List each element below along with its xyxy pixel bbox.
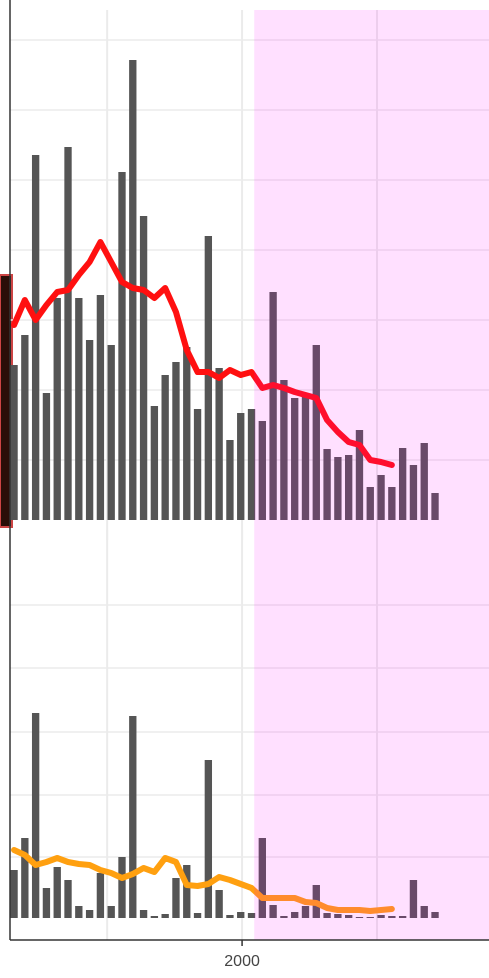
bar <box>85 340 94 520</box>
bar <box>161 375 169 520</box>
bar <box>388 916 396 918</box>
bar <box>150 406 159 520</box>
bar <box>31 155 40 520</box>
bar <box>118 172 126 520</box>
bar <box>377 475 385 520</box>
bar <box>215 368 223 520</box>
bar <box>345 915 353 918</box>
bar <box>377 915 385 918</box>
bar <box>31 713 40 918</box>
bar <box>75 906 83 918</box>
bar <box>96 873 105 918</box>
bar <box>291 912 299 918</box>
bar <box>301 395 310 520</box>
bar <box>118 857 126 918</box>
bar <box>334 914 342 918</box>
bar <box>75 298 83 520</box>
bar <box>291 398 299 520</box>
bar <box>64 147 72 520</box>
bar <box>10 870 18 918</box>
bar <box>301 906 310 918</box>
bar <box>431 493 439 520</box>
bar <box>21 335 29 520</box>
bar <box>161 914 169 918</box>
bar <box>215 890 223 918</box>
bar <box>107 906 115 918</box>
bar <box>139 910 148 918</box>
bar <box>64 880 72 918</box>
bar <box>280 380 288 520</box>
bar <box>366 487 374 520</box>
bar <box>42 393 51 520</box>
bar <box>139 216 148 520</box>
bar <box>193 913 202 918</box>
bar <box>355 430 364 520</box>
x-tick-label: 2000 <box>224 953 260 970</box>
bar <box>323 449 331 520</box>
bar <box>334 457 342 520</box>
bar <box>258 838 266 918</box>
bar <box>388 487 396 520</box>
bar <box>226 915 234 918</box>
bar <box>398 916 407 918</box>
bar <box>269 905 277 918</box>
bar <box>398 448 407 520</box>
bar <box>355 917 364 918</box>
bar <box>96 295 105 520</box>
bar <box>420 443 428 520</box>
bar <box>226 440 234 520</box>
bar <box>409 880 418 918</box>
highlight-region <box>254 10 489 940</box>
bar <box>183 347 191 520</box>
bar <box>280 916 288 918</box>
bar <box>269 292 277 520</box>
bar <box>21 838 29 918</box>
bar <box>247 409 256 520</box>
bar <box>258 421 266 520</box>
bar <box>42 888 51 918</box>
bar <box>85 910 94 918</box>
bar <box>237 912 245 918</box>
bar <box>420 906 428 918</box>
bar <box>129 716 137 918</box>
bar <box>10 365 18 520</box>
bar <box>150 916 159 918</box>
bar <box>172 362 180 520</box>
bar <box>312 345 320 520</box>
bar <box>247 913 256 918</box>
bar <box>53 298 61 520</box>
bar <box>172 878 180 918</box>
bar <box>204 760 213 918</box>
bar <box>193 409 202 520</box>
bar <box>323 913 331 918</box>
trend-line <box>11 239 395 468</box>
bar <box>345 455 353 520</box>
bar <box>431 912 439 918</box>
bar <box>409 465 418 520</box>
bar <box>366 917 374 918</box>
bar <box>237 413 245 520</box>
bar <box>183 865 191 918</box>
bar <box>53 867 61 918</box>
trend-line <box>11 847 395 914</box>
bar <box>204 236 213 520</box>
bar <box>107 345 115 520</box>
